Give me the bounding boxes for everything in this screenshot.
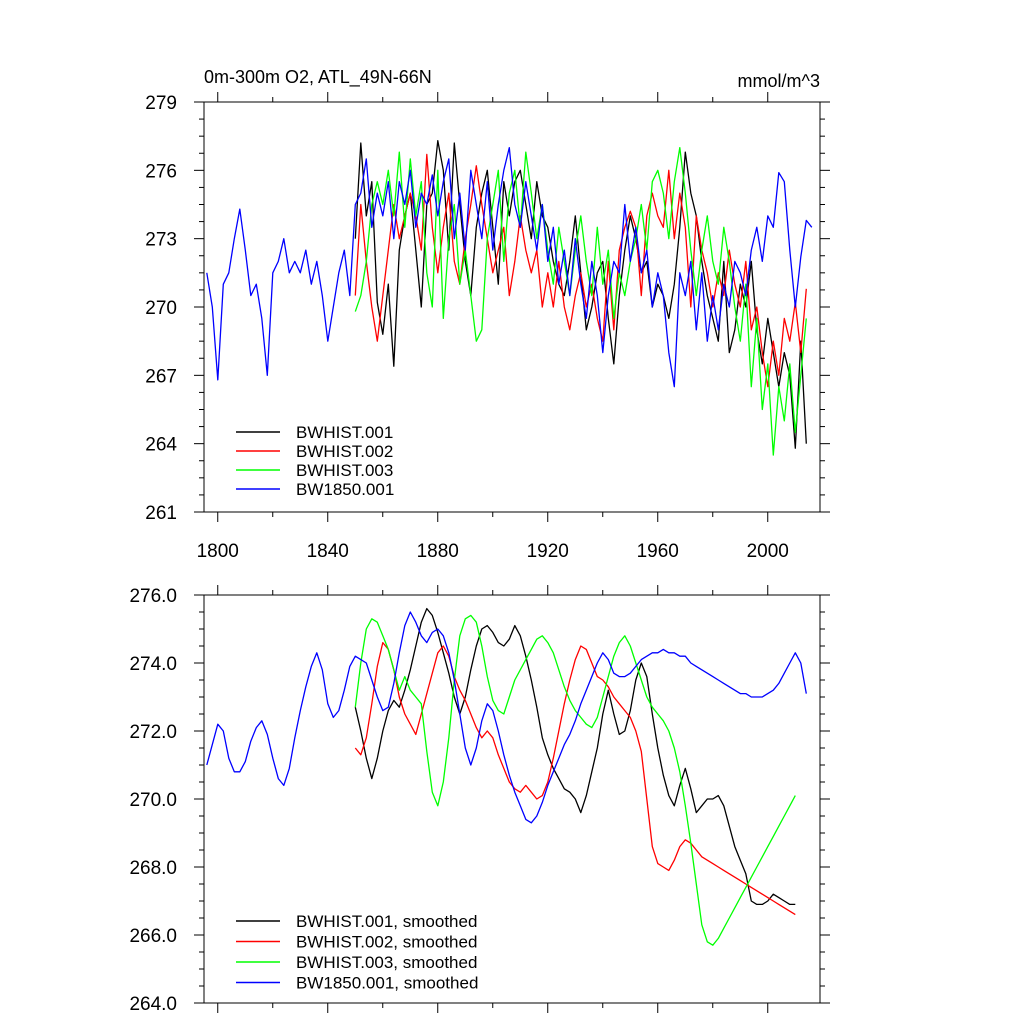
top-legend-label-4: BW1850.001 [296,480,394,499]
top-series-layer [206,140,813,456]
bottom-series-line-1 [354,607,796,906]
bottom-series-line-3 [354,614,796,946]
bottom-legend-label-3: BWHIST.003, smoothed [296,953,477,972]
top-panel: 0m-300m O2, ATL_49N-66N mmol/m^3 1800 184… [145,67,830,562]
bottom-y-tick-label: 268.0 [129,858,177,879]
top-x-tick-label: 1880 [417,541,459,562]
bottom-panel: 264.0 266.0 268.0 270.0 272.0 274.0 276.0 BWHI… [129,585,830,1015]
bottom-y-tick-label: 266.0 [129,926,177,947]
top-y-tick-label: 261 [145,503,177,524]
bottom-y-tick-label: 264.0 [129,994,177,1015]
top-y-tick-label: 264 [145,435,177,456]
bottom-axis-layer: 264.0 266.0 268.0 270.0 272.0 274.0 276.0 [129,585,830,1015]
top-y-tick-label: 279 [145,93,177,114]
bottom-series-layer [206,607,807,946]
top-series-line-2 [354,153,807,388]
top-x-tick-label: 2000 [747,541,789,562]
top-panel-title: 0m-300m O2, ATL_49N-66N [204,67,432,88]
bottom-legend-label-2: BWHIST.002, smoothed [296,933,477,952]
top-x-tick-label: 1920 [527,541,569,562]
top-y-tick-label: 267 [145,366,177,387]
top-axis-layer: 1800 1840 1880 1920 1960 2000 261 264 267 270 273 2… [145,92,830,562]
top-panel-units: mmol/m^3 [738,71,820,91]
bottom-series-line-2 [354,641,796,916]
bottom-legend-label-1: BWHIST.001, smoothed [296,912,477,931]
top-series-line-3 [354,146,807,456]
bottom-legend-label-4: BW1850.001, smoothed [296,974,478,993]
top-y-tick-label: 276 [145,161,177,182]
bottom-series-line-4 [206,611,807,824]
bottom-legend: BWHIST.001, smoothed BWHIST.002, smoothed… [236,912,478,993]
top-series-line-4 [206,146,813,388]
bottom-y-tick-label: 272.0 [129,722,177,743]
top-x-tick-label: 1800 [197,541,239,562]
bottom-y-tick-label: 274.0 [129,654,177,675]
top-x-tick-label: 1840 [307,541,349,562]
bottom-y-tick-label: 270.0 [129,790,177,811]
top-y-tick-label: 270 [145,298,177,319]
top-legend-label-1: BWHIST.001 [296,423,393,442]
top-y-tick-label: 273 [145,230,177,251]
top-x-tick-label: 1960 [637,541,679,562]
top-legend-label-2: BWHIST.002 [296,442,393,461]
bottom-y-tick-label: 276.0 [129,586,177,607]
top-legend-label-3: BWHIST.003 [296,461,393,480]
